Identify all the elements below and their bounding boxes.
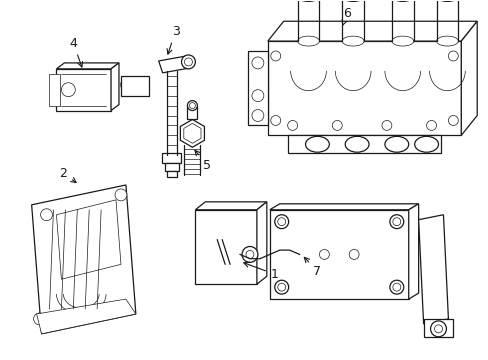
Ellipse shape [434, 325, 442, 333]
Polygon shape [180, 120, 204, 147]
Ellipse shape [297, 36, 319, 46]
Ellipse shape [134, 80, 147, 94]
Ellipse shape [270, 51, 280, 61]
Bar [56, 69, 111, 111]
Bar [164, 163, 178, 171]
Bar [162, 153, 181, 163]
Ellipse shape [319, 249, 328, 260]
Ellipse shape [447, 51, 457, 61]
Ellipse shape [181, 55, 195, 69]
Bar [423, 319, 452, 337]
Ellipse shape [34, 313, 45, 325]
Ellipse shape [297, 0, 319, 1]
Ellipse shape [251, 57, 264, 69]
Bar [269, 210, 408, 299]
Polygon shape [269, 204, 418, 210]
Polygon shape [256, 202, 266, 284]
Text: 3: 3 [167, 24, 179, 54]
Polygon shape [267, 21, 476, 41]
Ellipse shape [348, 249, 358, 260]
Polygon shape [111, 63, 119, 111]
Ellipse shape [436, 36, 457, 46]
Polygon shape [195, 202, 266, 210]
Polygon shape [121, 76, 148, 96]
Polygon shape [183, 123, 201, 143]
Ellipse shape [287, 121, 297, 130]
Ellipse shape [345, 136, 368, 152]
Ellipse shape [392, 218, 400, 226]
Ellipse shape [251, 90, 264, 102]
Ellipse shape [189, 103, 195, 109]
Ellipse shape [184, 58, 192, 66]
Ellipse shape [305, 136, 328, 152]
Ellipse shape [426, 121, 436, 130]
Ellipse shape [342, 36, 364, 46]
Ellipse shape [391, 0, 413, 1]
Polygon shape [32, 185, 136, 334]
Ellipse shape [342, 0, 364, 1]
Ellipse shape [123, 80, 134, 90]
Ellipse shape [381, 121, 391, 130]
Ellipse shape [270, 116, 280, 125]
Ellipse shape [115, 189, 127, 201]
Bar [195, 210, 256, 284]
Ellipse shape [429, 321, 446, 337]
Ellipse shape [391, 36, 413, 46]
Polygon shape [37, 299, 136, 334]
Ellipse shape [392, 283, 400, 291]
Polygon shape [158, 56, 190, 73]
Ellipse shape [414, 136, 438, 152]
Ellipse shape [242, 247, 257, 262]
Polygon shape [408, 204, 418, 299]
Ellipse shape [277, 283, 285, 291]
Polygon shape [56, 63, 119, 69]
Polygon shape [56, 200, 121, 279]
Ellipse shape [121, 77, 137, 93]
Polygon shape [247, 51, 267, 125]
Ellipse shape [251, 109, 264, 121]
Ellipse shape [447, 116, 457, 125]
Polygon shape [460, 21, 476, 135]
Text: 6: 6 [342, 7, 350, 26]
Bar [267, 41, 460, 135]
Text: 1: 1 [244, 262, 278, 281]
Ellipse shape [274, 215, 288, 229]
Ellipse shape [245, 251, 253, 258]
Ellipse shape [389, 215, 403, 229]
Text: 2: 2 [60, 167, 76, 183]
Polygon shape [287, 135, 441, 153]
Ellipse shape [277, 218, 285, 226]
Ellipse shape [274, 280, 288, 294]
Bar [166, 171, 176, 177]
Ellipse shape [389, 280, 403, 294]
Ellipse shape [61, 83, 75, 96]
Text: 4: 4 [69, 37, 82, 67]
Text: 5: 5 [195, 150, 211, 172]
Ellipse shape [332, 121, 342, 130]
Text: 7: 7 [304, 257, 321, 278]
Ellipse shape [41, 209, 52, 221]
Ellipse shape [187, 100, 197, 111]
Bar [187, 105, 197, 120]
Ellipse shape [384, 136, 408, 152]
Ellipse shape [137, 83, 144, 91]
Polygon shape [418, 215, 447, 324]
Bar [48, 74, 61, 105]
Ellipse shape [436, 0, 457, 1]
